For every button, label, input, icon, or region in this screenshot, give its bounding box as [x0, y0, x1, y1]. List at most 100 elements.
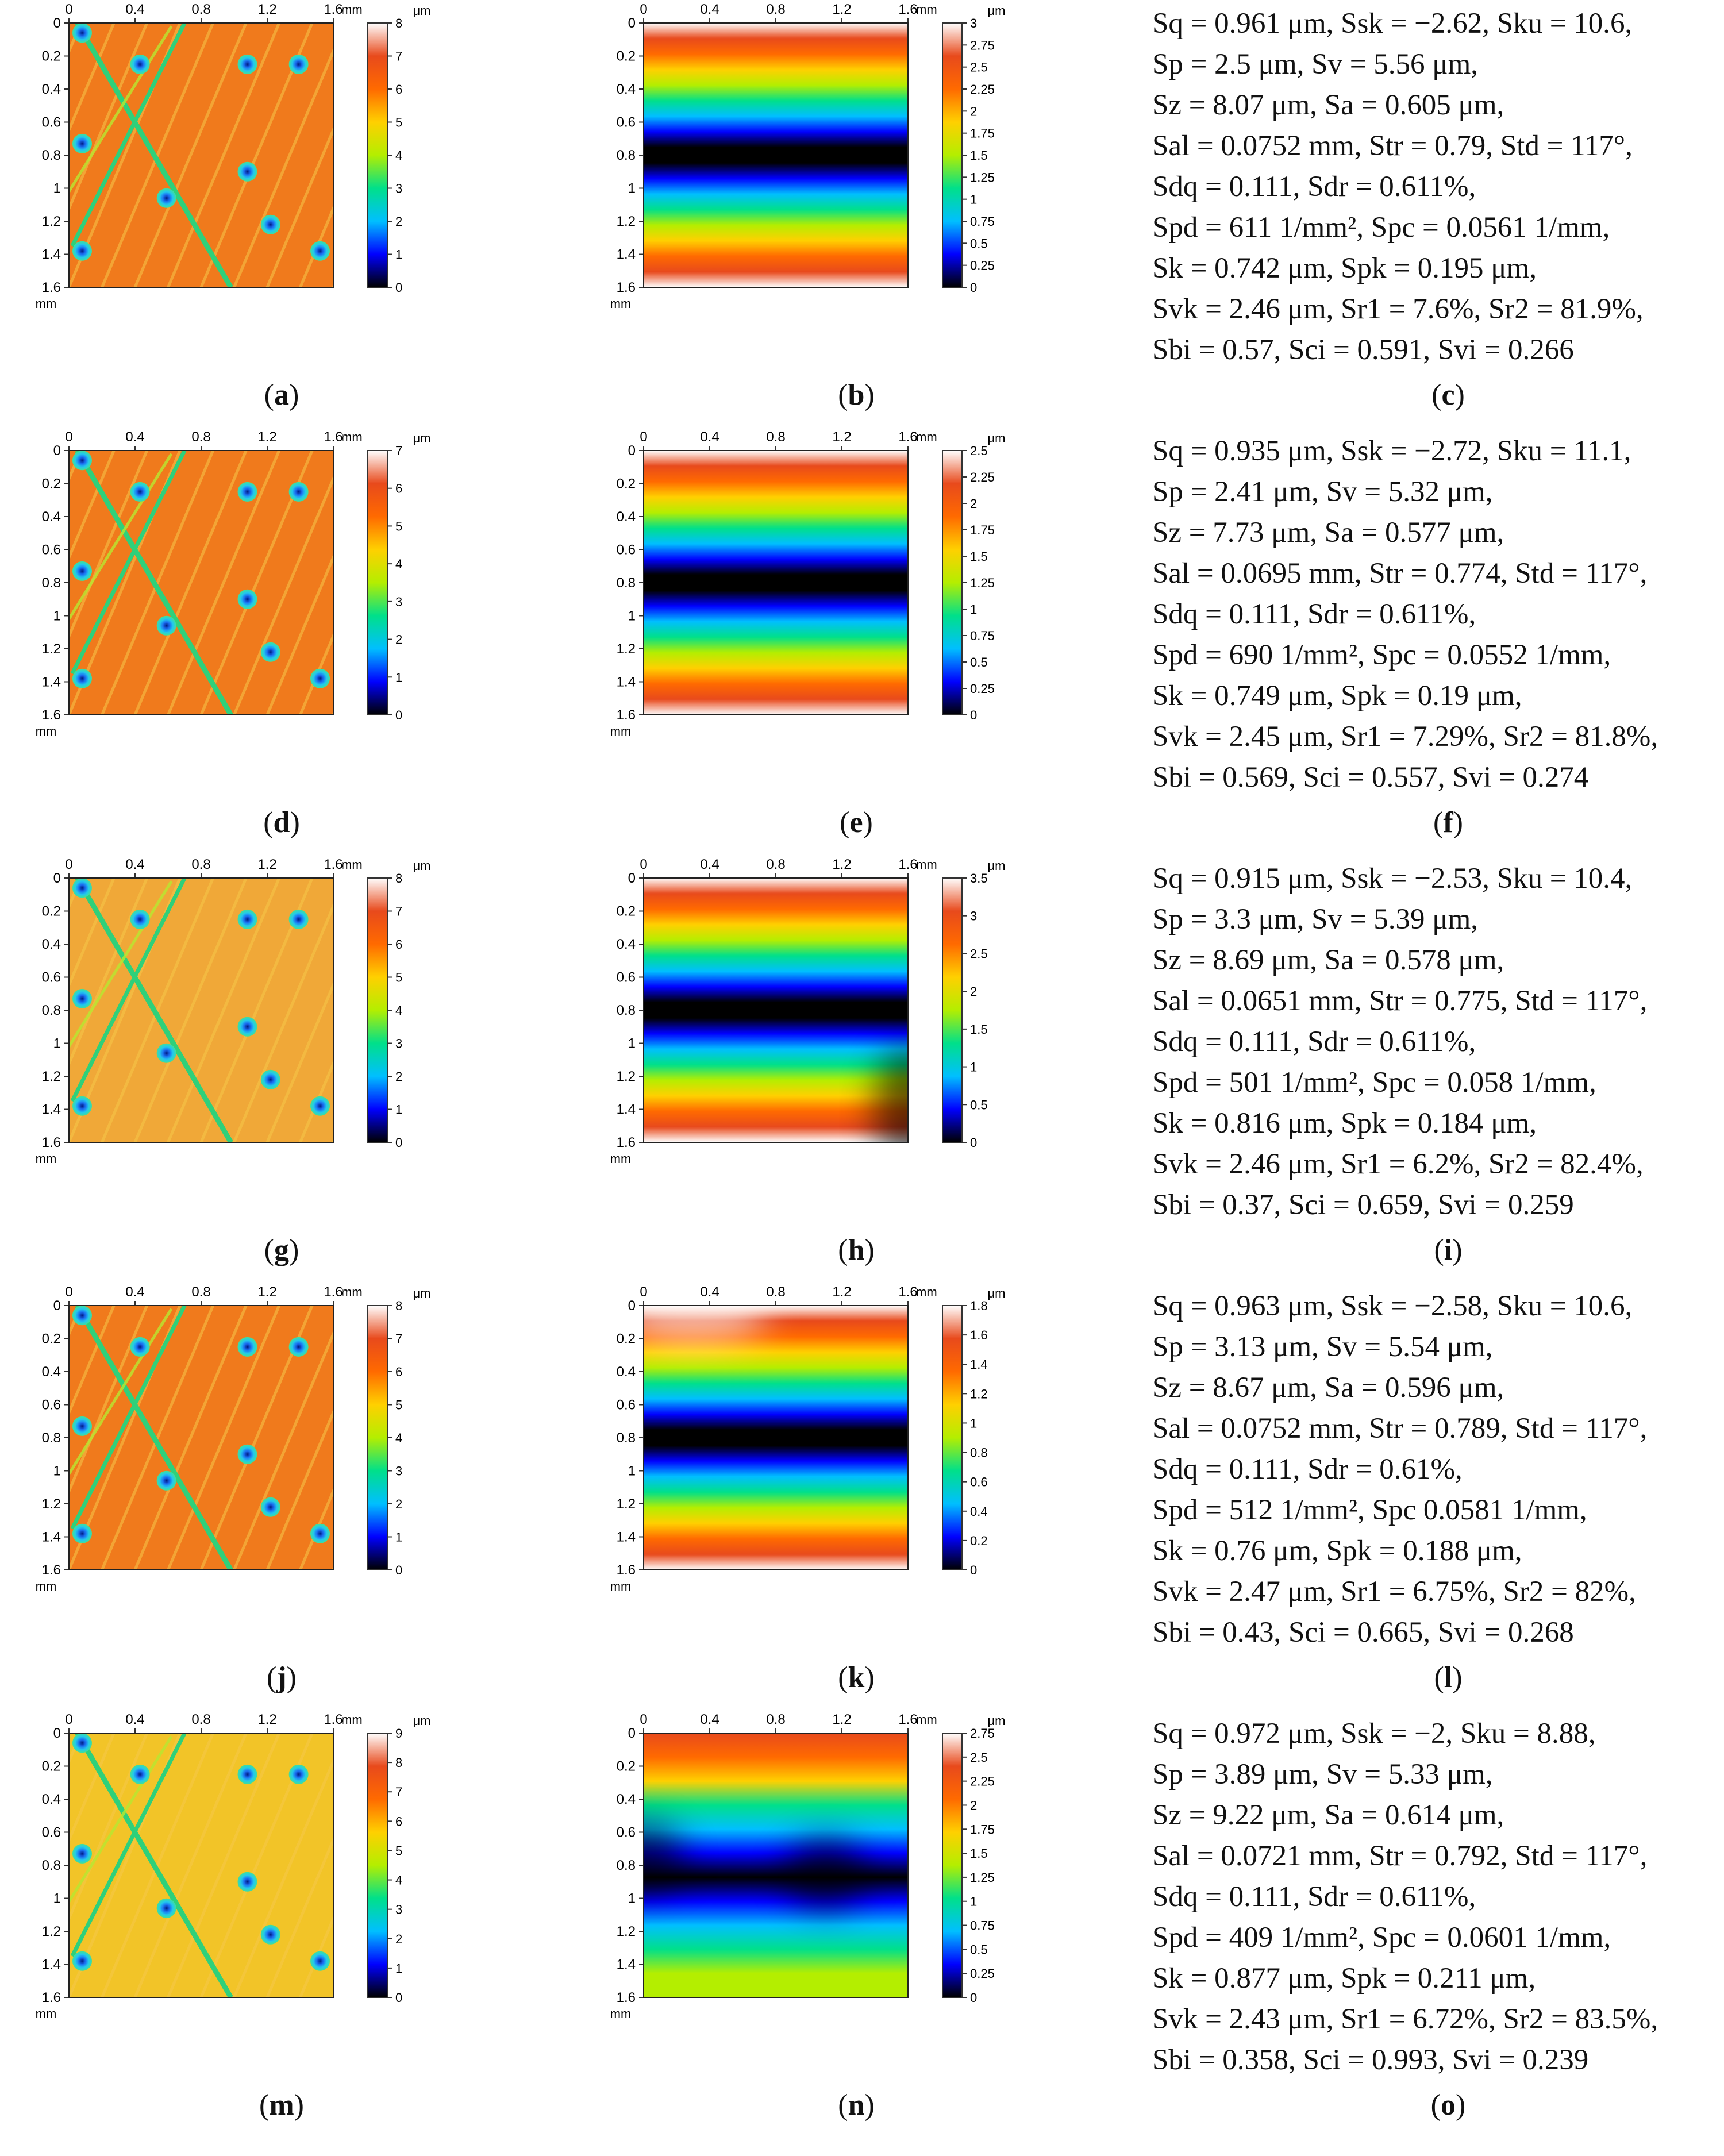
dimple — [237, 909, 257, 929]
x-tick-label: 1.2 — [257, 2, 276, 17]
panel-caption: (n) — [838, 2089, 875, 2122]
colorbar: μm 0 1 2 3 4 5 6 7 8 — [367, 3, 431, 295]
colorbar-tick-label: 0 — [395, 1563, 402, 1577]
dimple — [288, 1337, 309, 1357]
colorbar-tick-label: 6 — [395, 1365, 402, 1379]
topography-svg: 0 0.4 0.8 1.2 1.6mm00.20.40.60.811.21.41.6mm… — [36, 857, 431, 1166]
x-tick-label: 0.8 — [191, 1712, 210, 1727]
scratch-line — [70, 1733, 187, 1957]
y-tick-label: 1 — [53, 609, 61, 624]
panel-letter: i — [1444, 1234, 1453, 1266]
parameter-line: Spd = 611 1/mm², Spc = 0.0561 1/mm, — [1152, 211, 1610, 244]
colorbar-tick-label: 1.25 — [970, 1870, 995, 1885]
y-tick-label: 1 — [628, 1891, 636, 1907]
scratch-line — [69, 1735, 173, 1903]
form-svg: 0 0.4 0.8 1.2 1.6mm00.20.40.60.811.21.41.6mm… — [610, 429, 1006, 738]
x-unit-label: mm — [341, 857, 363, 872]
y-tick-label: 0.2 — [42, 476, 61, 492]
y-tick-label: 1.4 — [42, 247, 61, 263]
x-tick-label: 1.2 — [832, 1284, 851, 1300]
y-tick-label: 1.2 — [617, 214, 636, 229]
colorbar-tick-label: 5 — [395, 1843, 402, 1858]
y-tick-label: 0.8 — [42, 148, 61, 163]
x-tick-label: 0.4 — [125, 1284, 144, 1300]
y-tick-label: 0.6 — [42, 970, 61, 985]
parameter-line: Sdq = 0.111, Sdr = 0.611%, — [1152, 598, 1476, 630]
y-tick-label: 0.6 — [617, 115, 636, 130]
scratch-line — [69, 880, 173, 1048]
dimple — [237, 1764, 257, 1784]
form-component-map — [644, 1733, 908, 1997]
colorbar: μm 0 0.25 0.5 0.75 1 1.25 1.5 1.75 2 2.25 2.5 2.75 3 — [942, 3, 1006, 295]
dimple — [130, 1764, 150, 1784]
colorbar-tick-label: 3 — [395, 182, 402, 196]
colorbar-tick-label: 1.75 — [970, 523, 995, 537]
parameter-line: Sbi = 0.358, Sci = 0.993, Svi = 0.239 — [1152, 2044, 1589, 2076]
dimple — [288, 1764, 309, 1784]
scratch-line — [69, 25, 173, 192]
dimple — [288, 482, 309, 502]
x-tick-label: 1.2 — [257, 1284, 276, 1300]
x-tick-label: 1.2 — [832, 2, 851, 17]
colorbar-tick-label: 1.6 — [970, 1328, 988, 1342]
colorbar-tick-label: 2.25 — [970, 1774, 995, 1789]
colorbar-tick-label: 1 — [970, 1895, 977, 1909]
y-tick-label: 0.2 — [42, 904, 61, 919]
dimple — [72, 133, 92, 153]
colorbar-tick-label: 1.25 — [970, 576, 995, 590]
panel-caption: (i) — [1434, 1234, 1463, 1266]
colorbar-tick-label: 2 — [395, 1932, 402, 1946]
colorbar: μm 0 1 2 3 4 5 6 7 — [367, 431, 431, 722]
colorbar-tick-label: 0.25 — [970, 259, 995, 273]
x-tick-label: 0.8 — [191, 857, 210, 872]
colorbar-tick-label: 8 — [395, 1755, 402, 1770]
x-tick-label: 0 — [65, 429, 72, 445]
dimple — [72, 561, 92, 581]
y-tick-label: 0.4 — [42, 1364, 61, 1380]
y-tick-label: 1.6 — [42, 1135, 61, 1150]
y-tick-label: 0.6 — [617, 970, 636, 985]
dimple — [72, 878, 92, 898]
parameter-line: Sz = 7.73 μm, Sa = 0.577 μm, — [1152, 517, 1504, 549]
dimple — [72, 1416, 92, 1436]
colorbar-tick-label: 0 — [970, 708, 977, 722]
colorbar-tick-label: 1 — [970, 1060, 977, 1075]
y-tick-label: 1.2 — [617, 1069, 636, 1084]
y-tick-label: 1.6 — [617, 280, 636, 295]
form-panel: 0 0.4 0.8 1.2 1.6 mm 0 0.2 0.4 0.6 0.8 1 1.2 1.4 1.6 mm… — [592, 428, 1006, 784]
x-unit-label: mm — [341, 1712, 363, 1727]
form-svg: 0 0.4 0.8 1.2 1.6mm00.20.40.60.811.21.41.6mm… — [610, 857, 1006, 1166]
figure-row: 0 0.4 0.8 1.2 1.6 mm 0 0.2 0.4 0.6 0.8 1 1.2 1.4 1.6 mm… — [0, 0, 1724, 428]
x-unit-label: mm — [341, 1285, 363, 1299]
parameter-line: Sk = 0.76 μm, Spk = 0.188 μm, — [1152, 1535, 1522, 1567]
colorbar-tick-label: 0 — [395, 280, 402, 295]
x-tick-label: 1.6 — [898, 1712, 917, 1727]
y-tick-label: 0.2 — [617, 476, 636, 492]
dimple — [310, 1523, 330, 1543]
parameter-line: Sk = 0.749 μm, Spk = 0.19 μm, — [1152, 680, 1522, 712]
x-tick-label: 0.4 — [700, 857, 719, 872]
figure-row: 0 0.4 0.8 1.2 1.6 mm 0 0.2 0.4 0.6 0.8 1 1.2 1.4 1.6 mm… — [0, 855, 1724, 1283]
x-tick-label: 1.6 — [898, 857, 917, 872]
x-tick-label: 1.6 — [898, 429, 917, 445]
x-tick-label: 0.4 — [125, 857, 144, 872]
dimple — [237, 1444, 257, 1464]
parameters-block: Sq = 0.935 μm, Ssk = −2.72, Sku = 11.1, S… — [1152, 431, 1721, 798]
colorbar-tick-label: 0 — [395, 1991, 402, 2005]
dimple — [72, 1306, 92, 1326]
colorbar-tick-label: 0.5 — [970, 655, 988, 669]
y-tick-label: 1.4 — [617, 1530, 636, 1545]
colorbar-tick-label: 0.2 — [970, 1534, 988, 1548]
y-tick-label: 1.4 — [617, 1102, 636, 1118]
y-tick-label: 0.4 — [617, 1364, 636, 1380]
y-tick-label: 0.4 — [617, 1792, 636, 1807]
panel-caption: (j) — [267, 1661, 297, 1694]
colorbar-gradient — [942, 1732, 963, 1998]
form-svg: 0 0.4 0.8 1.2 1.6mm00.20.40.60.811.21.41.6mm… — [610, 1284, 1006, 1593]
x-tick-label: 0.8 — [191, 429, 210, 445]
colorbar-tick-label: 0.75 — [970, 214, 995, 229]
x-unit-label: mm — [916, 2, 937, 17]
